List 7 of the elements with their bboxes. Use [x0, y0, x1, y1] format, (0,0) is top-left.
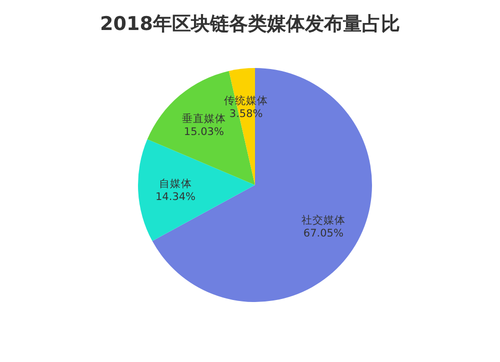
data-label: 14.34%: [156, 190, 196, 203]
slice-label: 自媒体: [159, 178, 192, 190]
data-label: 15.03%: [184, 126, 224, 138]
chart-title: 2018年区块链各类媒体发布量占比: [100, 13, 400, 35]
slice-label: 垂直媒体: [182, 112, 226, 125]
data-label: 67.05%: [303, 228, 344, 240]
slice-label: 社交媒体: [301, 214, 346, 227]
